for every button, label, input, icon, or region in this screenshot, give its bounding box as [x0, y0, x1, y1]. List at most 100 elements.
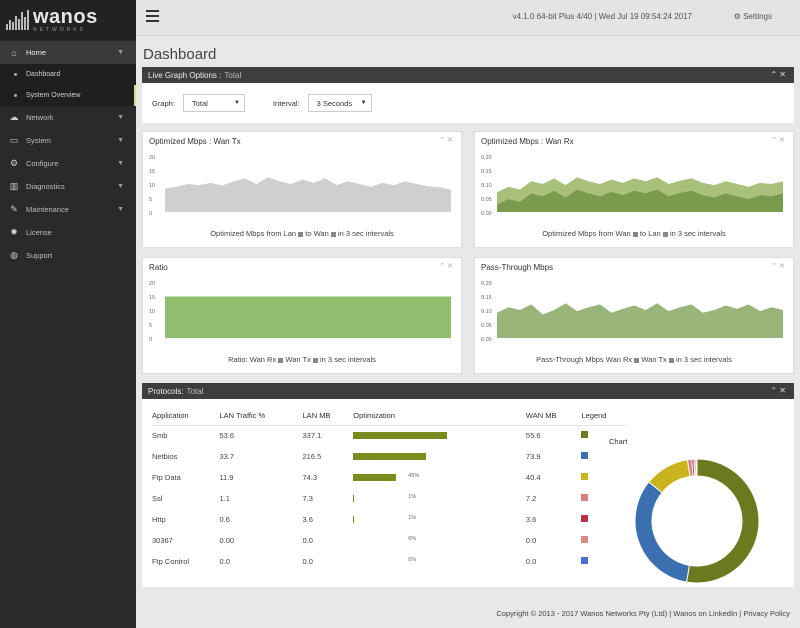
certificate-icon: ✹ [10, 227, 18, 237]
y-tick-label: 0.00 [481, 211, 492, 217]
y-tick-label: 0.05 [481, 323, 492, 329]
app-cell: Smb [152, 431, 168, 441]
chevron-down-icon: ▼ [117, 49, 124, 56]
graph-area [165, 296, 451, 338]
graph-area [165, 177, 451, 212]
lan-pct-cell: 0.6 [219, 515, 230, 524]
graph-area [497, 303, 783, 338]
y-tick-label: 5 [149, 323, 152, 329]
wan-mb-cell: 7.2 [525, 494, 537, 503]
sidebar-item-network[interactable]: ☁ Network ▼ [0, 106, 136, 129]
bullet-icon [14, 94, 17, 97]
y-tick-label: 0 [149, 337, 152, 343]
column-header[interactable]: LAN MB [302, 407, 354, 426]
card-controls[interactable]: ⌃ ✕ [771, 263, 785, 270]
optimization-bar-fill [353, 474, 397, 481]
legend-swatch [581, 452, 589, 459]
panel-controls[interactable]: ⌃ ✕ [770, 70, 786, 79]
card-title: Optimized Mbps : Wan Rx [481, 136, 574, 146]
card-controls[interactable]: ⌃ ✕ [439, 137, 453, 144]
table-row: Ftp Data 11.9 74.3 45% 40.4 [152, 467, 627, 488]
y-tick-label: 0.00 [481, 337, 492, 343]
legend-cell [581, 530, 627, 551]
y-tick-label: 20 [149, 281, 155, 287]
column-header[interactable]: LAN Traffic % [219, 407, 303, 426]
column-header[interactable]: Optimization [353, 407, 526, 426]
sidebar-item-support[interactable]: ◍ Support [0, 244, 136, 267]
graph-caption: Ratio: Wan Rx Wan Tx in 3 sec intervals [228, 355, 376, 364]
optimization-pct: 1% [408, 515, 417, 521]
panel-subtitle: Total [224, 70, 242, 80]
sidebar-subitem-dashboard[interactable]: Dashboard [0, 64, 136, 85]
app-cell: 30367 [152, 536, 173, 545]
globe-icon: ◍ [10, 250, 18, 260]
optimization-cell: 1% [353, 509, 526, 530]
y-tick-label: 0.15 [481, 295, 492, 301]
protocol-donut-chart [634, 458, 760, 584]
card-title: Ratio [149, 262, 168, 272]
table-row: Smb 53.6 337.1 55.6 [152, 425, 627, 446]
graph-caption: Optimized Mbps from Wan to Lan in 3 sec … [542, 229, 726, 238]
card-controls[interactable]: ⌃ ✕ [439, 263, 453, 270]
wan-mb-cell: 3.6 [525, 515, 537, 524]
chevron-down-icon: ▼ [233, 100, 240, 106]
card-controls[interactable]: ⌃ ✕ [771, 137, 785, 144]
sidebar-item-configure[interactable]: ⚙ Configure ▼ [0, 152, 136, 175]
panel-controls[interactable]: ⌃ ✕ [770, 386, 786, 395]
optimization-bar: 1% [353, 494, 448, 502]
column-header[interactable]: WAN MB [525, 407, 582, 426]
sidebar-item-diagnostics[interactable]: ▥ Diagnostics ▼ [0, 175, 136, 198]
interval-label: Interval: [272, 98, 300, 108]
wan-mb-cell: 55.6 [525, 431, 541, 441]
footer-text: Copyright © 2013 - 2017 Wanos Networks P… [496, 609, 790, 618]
sidebar-item-license[interactable]: ✹ License [0, 221, 136, 244]
donut-slice [685, 458, 760, 584]
sidebar-item-label: System [26, 136, 52, 145]
lan-mb-cell: 216.5 [302, 452, 322, 461]
network-icon: ☁ [9, 112, 19, 122]
optimization-bar-fill [353, 495, 355, 502]
logo-icon [6, 10, 29, 30]
graph-caption: Pass-Through Mbps Wan Rx Wan Tx in 3 sec… [536, 355, 732, 364]
bar-chart-icon: ▥ [9, 181, 19, 191]
graph-card-ratio: Ratio ⌃ ✕ 20 15 10 5 0 Ratio: Wan Rx Wan Tx i… [142, 257, 462, 374]
lan-pct-cell: 1.1 [219, 494, 230, 503]
sidebar-item-system[interactable]: ▭ System ▼ [0, 129, 136, 152]
interval-select[interactable]: 3 Seconds ▼ [307, 94, 372, 112]
sidebar-item-label: Maintenance [26, 205, 69, 214]
column-header[interactable]: Legend [581, 407, 627, 426]
sidebar-subitem-system-overview[interactable]: System Overview [0, 85, 136, 106]
optimization-bar [353, 453, 448, 460]
donut-slice [695, 458, 698, 477]
settings-menu[interactable]: ⚙ Settings [733, 12, 772, 21]
home-icon: ⌂ [11, 47, 17, 58]
table-row: 30367 0.00 0.0 0% 0.0 [152, 530, 627, 551]
protocols-table: Application LAN Traffic % LAN MB Optimizati… [152, 407, 627, 572]
graph-select[interactable]: Total ▼ [182, 94, 245, 112]
sidebar-item-maintenance[interactable]: ✎ Maintenance ▼ [0, 198, 136, 221]
app-logo[interactable]: wanos NETWORKS [0, 0, 136, 40]
area-graph: 20 15 10 5 0 [149, 155, 451, 217]
sidebar-item-label: License [26, 228, 52, 237]
sidebar-item-label: Support [26, 251, 53, 260]
lan-pct-cell: 0.00 [219, 536, 235, 545]
menu-toggle-icon[interactable] [146, 10, 159, 22]
optimization-bar: 1% [353, 515, 448, 523]
chevron-down-icon: ▼ [117, 160, 124, 167]
y-tick-label: 20 [149, 155, 155, 161]
optimization-cell: 0% [353, 530, 526, 551]
version-info: v4.1.0 64-bit Plus 4/40 | Wed Jul 19 09:… [512, 12, 692, 21]
graph-card-pass-through: Pass-Through Mbps ⌃ ✕ 0.20 0.15 0.10 0.05 0.0… [474, 257, 794, 374]
optimization-pct: 1% [408, 494, 417, 500]
legend-swatch [581, 473, 589, 480]
lan-mb-cell: 337.1 [302, 431, 322, 441]
legend-cell [581, 446, 627, 467]
bullet-icon [14, 73, 17, 76]
sidebar-item-home[interactable]: ⌂ Home ▼ [0, 41, 136, 64]
y-tick-label: 15 [149, 169, 155, 175]
y-tick-label: 0.05 [481, 197, 492, 203]
graph-area-secondary [497, 189, 783, 212]
column-header[interactable]: Application [152, 407, 220, 426]
area-graph: 0.20 0.15 0.10 0.05 0.00 [481, 155, 783, 217]
app-cell: Ssl [152, 494, 163, 503]
